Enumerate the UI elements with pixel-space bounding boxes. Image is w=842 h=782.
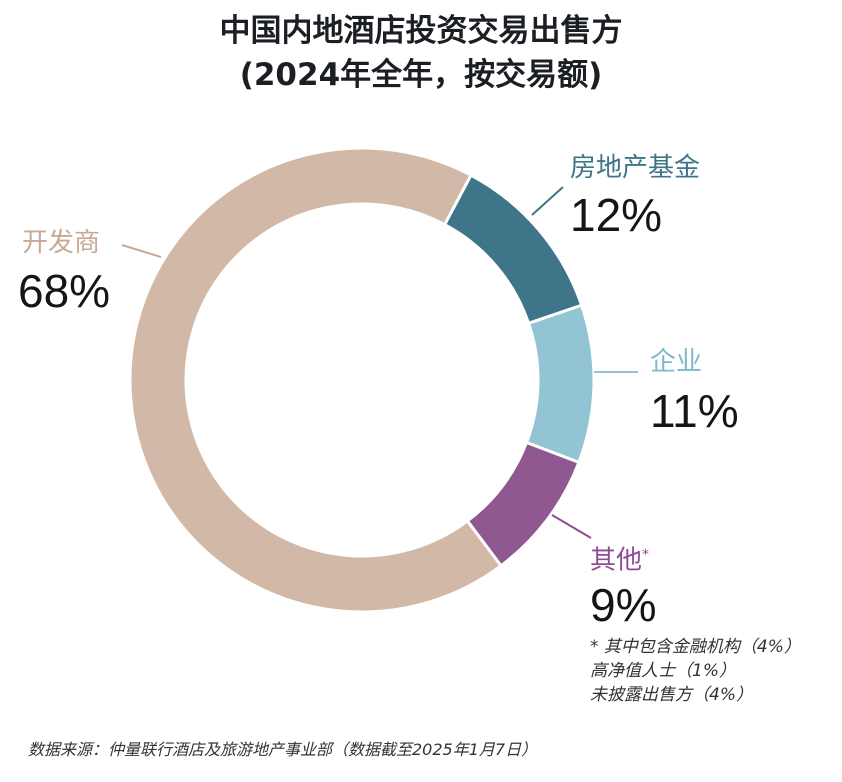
leader-line-fund [531,186,564,216]
footnote-line-3: 未披露出售方（4%） [590,685,753,705]
label-other-asterisk: * [642,547,650,563]
label-other-name: 其他* [590,540,649,576]
label-other-text: 其他 [590,545,643,576]
donut-slices [128,146,596,614]
label-developer-pct: 68% [18,265,111,317]
label-fund-pct: 12% [570,189,663,241]
donut-slice-0 [442,173,584,326]
leader-line-developer [121,244,162,258]
label-corporate-name: 企业 [650,347,703,377]
label-corporate-pct: 11% [650,385,739,437]
label-other-pct: 9% [590,579,657,631]
donut-slice-1 [524,303,596,465]
footnote-line-1: * 其中包含金融机构（4%） [590,637,801,657]
chart-subtitle: (2024年全年，按交易额) [239,57,603,93]
chart-title: 中国内地酒店投资交易出售方 [219,13,623,49]
source-note: 数据来源：仲量联行酒店及旅游地产事业部（数据截至2025年1月7日） [28,740,538,759]
footnote-line-2: 高净值人士（1%） [590,661,736,681]
leader-line-other [551,514,592,539]
label-fund-name: 房地产基金 [570,153,701,183]
label-developer-name: 开发商 [22,228,101,258]
donut-slice-3 [128,146,504,614]
